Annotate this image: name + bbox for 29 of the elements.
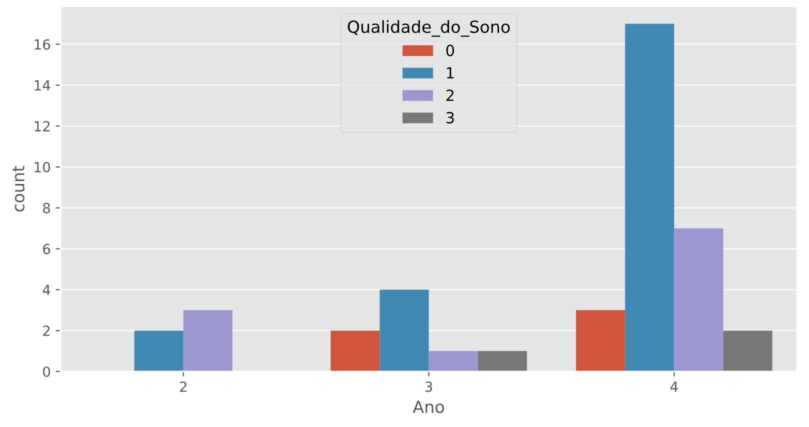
bar <box>183 310 232 372</box>
legend-label: 0 <box>446 44 454 56</box>
y-tick-label: 10 <box>34 162 50 172</box>
x-tick-label: 3 <box>425 381 432 392</box>
y-tick-label: 4 <box>42 284 50 295</box>
bar <box>428 351 478 372</box>
bar <box>330 330 380 372</box>
y-tick-label: 12 <box>34 121 50 132</box>
bar <box>674 228 724 372</box>
x-tick-label: 2 <box>180 381 186 392</box>
y-tick-label: 14 <box>34 80 50 90</box>
legend-title: Qualidade_do_Sono <box>348 20 510 37</box>
legend-label: 2 <box>446 90 454 101</box>
bar <box>134 330 184 372</box>
x-tick-label: 4 <box>670 382 678 392</box>
bar <box>723 330 772 372</box>
bar <box>380 290 429 372</box>
y-tick-label: 0 <box>43 366 50 377</box>
bar <box>625 24 674 372</box>
y-tick-label: 2 <box>43 326 50 336</box>
legend-label: 1 <box>446 67 454 78</box>
bar <box>478 351 527 372</box>
y-axis-title: count <box>12 166 24 212</box>
y-tick-label: 6 <box>43 244 50 254</box>
y-tick-label: 16 <box>34 39 50 50</box>
y-tick-label: 8 <box>43 202 50 214</box>
legend-label: 3 <box>446 112 454 124</box>
bar <box>576 310 626 372</box>
x-axis-title: Ano <box>412 400 444 414</box>
